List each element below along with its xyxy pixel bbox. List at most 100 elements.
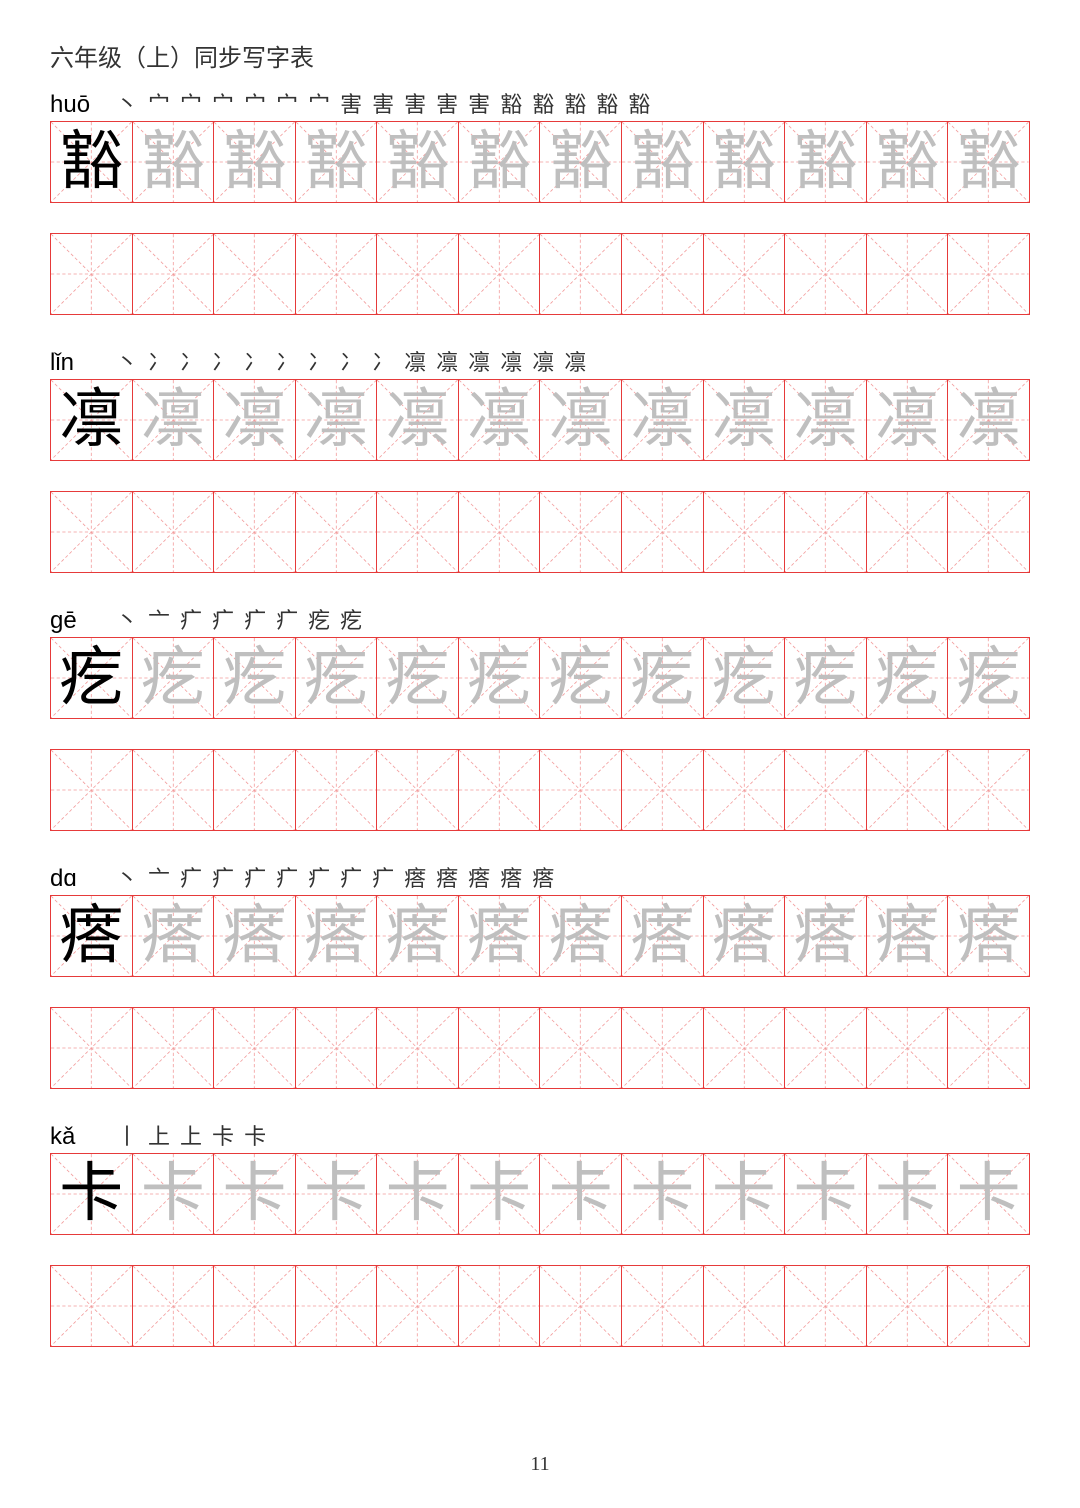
- grid-cell: [948, 1266, 1029, 1346]
- stroke-step: 凛: [500, 345, 522, 377]
- grid-cell: [704, 1008, 786, 1088]
- grid-cell: [133, 1266, 215, 1346]
- grid-cell: 豁: [785, 122, 867, 202]
- stroke-step: 疒: [276, 861, 298, 893]
- grid-cell: [214, 1266, 296, 1346]
- grid-cell: [948, 750, 1029, 830]
- trace-character: 凛: [467, 388, 531, 452]
- trace-character: 凛: [630, 388, 694, 452]
- practice-row-empty: [50, 1265, 1030, 1347]
- trace-character: 瘩: [386, 904, 450, 968]
- grid-cell: 卡: [785, 1154, 867, 1234]
- grid-cell: 疙: [296, 638, 378, 718]
- grid-cell: [948, 234, 1029, 314]
- grid-cell: 疙: [785, 638, 867, 718]
- grid-cell: 瘩: [459, 896, 541, 976]
- grid-cell: 卡: [540, 1154, 622, 1234]
- trace-character: 卡: [141, 1162, 205, 1226]
- trace-character: 卡: [386, 1162, 450, 1226]
- stroke-step: 豁: [628, 87, 650, 119]
- stroke-step: 丶: [116, 345, 138, 377]
- trace-character: 凛: [386, 388, 450, 452]
- grid-cell: 豁: [867, 122, 949, 202]
- stroke-step: 凛: [532, 345, 554, 377]
- stroke-step: 瘩: [468, 861, 490, 893]
- grid-cell: 卡: [459, 1154, 541, 1234]
- stroke-step: 亠: [148, 603, 170, 635]
- grid-cell: [133, 234, 215, 314]
- grid-cell: [51, 1266, 133, 1346]
- trace-character: 瘩: [222, 904, 286, 968]
- stroke-step: 疒: [180, 861, 202, 893]
- pinyin-row: kǎ丨上上卡卡: [50, 1119, 1030, 1151]
- grid-cell: 疙: [459, 638, 541, 718]
- trace-character: 豁: [875, 130, 939, 194]
- stroke-sequence: 丶宀宀宀宀宀宀害害害害害豁豁豁豁豁: [116, 87, 650, 119]
- stroke-step: 疒: [276, 603, 298, 635]
- grid-cell: 豁: [948, 122, 1029, 202]
- stroke-step: 冫: [148, 345, 170, 377]
- trace-character: 卡: [630, 1162, 694, 1226]
- practice-row-empty: [50, 1007, 1030, 1089]
- stroke-step: 冫: [244, 345, 266, 377]
- grid-cell: [867, 1266, 949, 1346]
- grid-cell: 疙: [867, 638, 949, 718]
- grid-cell: [540, 234, 622, 314]
- trace-character: 豁: [957, 130, 1021, 194]
- stroke-step: 疒: [180, 603, 202, 635]
- stroke-step: 豁: [596, 87, 618, 119]
- grid-cell: 凛: [296, 380, 378, 460]
- model-character: 凛: [59, 388, 123, 452]
- stroke-step: 凛: [436, 345, 458, 377]
- grid-cell: 卡: [948, 1154, 1029, 1234]
- grid-cell: 豁: [622, 122, 704, 202]
- grid-cell: [622, 750, 704, 830]
- stroke-step: 疙: [308, 603, 330, 635]
- grid-cell: [51, 234, 133, 314]
- trace-character: 凛: [957, 388, 1021, 452]
- stroke-step: 瘩: [436, 861, 458, 893]
- grid-cell: [622, 234, 704, 314]
- grid-cell: 凛: [785, 380, 867, 460]
- trace-character: 卡: [957, 1162, 1021, 1226]
- grid-cell: 疙: [214, 638, 296, 718]
- grid-cell: 瘩: [214, 896, 296, 976]
- grid-cell: [785, 750, 867, 830]
- pinyin-row: dɑ丶亠疒疒疒疒疒疒疒瘩瘩瘩瘩瘩: [50, 861, 1030, 893]
- grid-cell: [704, 234, 786, 314]
- grid-cell: [540, 750, 622, 830]
- grid-cell: [377, 1266, 459, 1346]
- grid-cell: 凛: [51, 380, 133, 460]
- trace-character: 凛: [549, 388, 613, 452]
- grid-cell: 豁: [214, 122, 296, 202]
- grid-cell: 瘩: [622, 896, 704, 976]
- trace-character: 凛: [875, 388, 939, 452]
- model-character: 豁: [59, 130, 123, 194]
- stroke-step: 宀: [244, 87, 266, 119]
- stroke-step: 丶: [116, 603, 138, 635]
- page-number: 11: [0, 1453, 1080, 1476]
- grid-cell: [214, 750, 296, 830]
- grid-cell: [867, 750, 949, 830]
- stroke-step: 冫: [276, 345, 298, 377]
- stroke-step: 害: [436, 87, 458, 119]
- practice-row-empty: [50, 491, 1030, 573]
- grid-cell: [785, 1008, 867, 1088]
- trace-character: 瘩: [467, 904, 531, 968]
- stroke-sequence: 丶亠疒疒疒疒疙疙: [116, 603, 362, 635]
- trace-character: 豁: [712, 130, 776, 194]
- grid-cell: [785, 492, 867, 572]
- character-section: kǎ丨上上卡卡 卡 卡 卡 卡 卡 卡 卡 卡 卡 卡 卡 卡: [50, 1119, 1030, 1347]
- stroke-step: 疒: [308, 861, 330, 893]
- character-section: gē丶亠疒疒疒疒疙疙 疙 疙 疙 疙 疙 疙 疙 疙 疙 疙 疙 疙: [50, 603, 1030, 831]
- pinyin-label: dɑ: [50, 865, 100, 893]
- stroke-step: 冫: [340, 345, 362, 377]
- grid-cell: [377, 750, 459, 830]
- grid-cell: [133, 1008, 215, 1088]
- model-character: 瘩: [59, 904, 123, 968]
- trace-character: 瘩: [549, 904, 613, 968]
- stroke-step: 亠: [148, 861, 170, 893]
- grid-cell: 豁: [296, 122, 378, 202]
- grid-cell: 凛: [214, 380, 296, 460]
- stroke-step: 卡: [244, 1119, 266, 1151]
